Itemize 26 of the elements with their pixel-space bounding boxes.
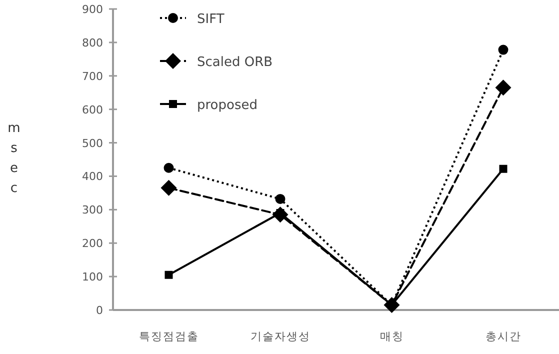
y-tick-label: 200: [82, 237, 103, 250]
y-tick-label: 700: [82, 70, 103, 83]
x-tick-label: 총시간: [485, 330, 522, 343]
point: [499, 164, 508, 173]
y-tick-label: 0: [96, 304, 103, 317]
point: [164, 162, 174, 173]
point: [275, 194, 286, 204]
legend-label: Scaled ORB: [197, 55, 273, 70]
point: [272, 206, 288, 223]
x-tick-label: 매칭: [380, 330, 404, 343]
y-tick-label: 400: [82, 170, 103, 184]
point: [498, 44, 508, 55]
x-tick-label: 특징점검출: [138, 330, 199, 343]
y-tick-label: 100: [82, 270, 103, 284]
point: [495, 80, 512, 96]
legend-label: SIFT: [197, 12, 224, 27]
y-tick-label: 900: [82, 3, 103, 16]
y-tick-label: 500: [82, 136, 103, 150]
point: [164, 270, 173, 279]
x-tick-label: 기술자생성: [250, 330, 310, 343]
legend-label: proposed: [197, 98, 258, 113]
y-tick-label: 800: [82, 36, 103, 50]
y-tick-label: 600: [82, 103, 103, 116]
y-tick-label: 300: [82, 204, 103, 217]
point: [160, 180, 177, 196]
y-axis-title: msec: [8, 121, 20, 196]
